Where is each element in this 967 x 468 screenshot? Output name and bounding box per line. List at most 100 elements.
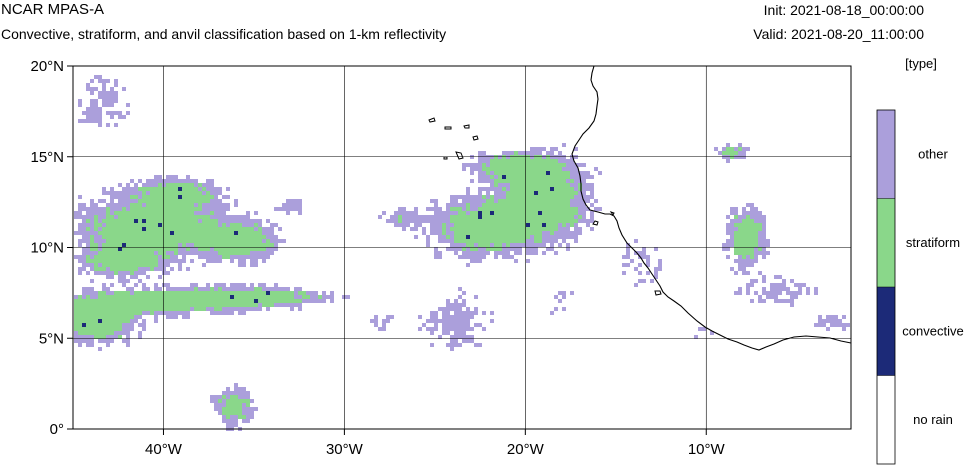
rain-cell bbox=[514, 219, 518, 223]
rain-cell bbox=[730, 267, 734, 271]
rain-cell bbox=[542, 219, 546, 223]
rain-cell bbox=[498, 251, 502, 255]
rain-cell bbox=[230, 231, 234, 235]
rain-cell bbox=[814, 287, 818, 291]
rain-cell bbox=[198, 247, 202, 251]
rain-cell bbox=[574, 239, 578, 243]
rain-cell bbox=[102, 191, 106, 195]
rain-cell bbox=[274, 303, 278, 307]
rain-cell bbox=[94, 263, 98, 267]
rain-cell bbox=[570, 231, 574, 235]
rain-cell bbox=[514, 151, 518, 155]
rain-cell bbox=[202, 295, 206, 299]
rain-cell bbox=[126, 251, 130, 255]
rain-cell bbox=[234, 419, 238, 423]
rain-cell bbox=[206, 195, 210, 199]
rain-cell bbox=[154, 291, 158, 295]
rain-cell bbox=[158, 263, 162, 267]
rain-cell bbox=[178, 259, 182, 263]
rain-cell bbox=[242, 419, 246, 423]
rain-cell bbox=[90, 231, 94, 235]
rain-cell bbox=[450, 335, 454, 339]
rain-cell bbox=[522, 203, 526, 207]
rain-cell bbox=[554, 159, 558, 163]
rain-cell bbox=[506, 167, 510, 171]
rain-cell bbox=[238, 223, 242, 227]
rain-cell bbox=[154, 199, 158, 203]
rain-cell bbox=[290, 295, 294, 299]
rain-cell bbox=[90, 215, 94, 219]
rain-cell bbox=[582, 175, 586, 179]
rain-cell bbox=[262, 247, 266, 251]
rain-cell bbox=[114, 311, 118, 315]
rain-cell bbox=[154, 223, 158, 227]
rain-cell bbox=[82, 263, 86, 267]
rain-cell bbox=[550, 147, 554, 151]
rain-cell bbox=[246, 215, 250, 219]
rain-cell bbox=[566, 247, 570, 251]
rain-cell bbox=[242, 395, 246, 399]
rain-cell bbox=[86, 311, 90, 315]
rain-cell bbox=[538, 223, 542, 227]
rain-cell bbox=[786, 299, 790, 303]
rain-cell bbox=[150, 299, 154, 303]
rain-cell bbox=[562, 239, 566, 243]
rain-cell bbox=[146, 243, 150, 247]
rain-cell bbox=[154, 211, 158, 215]
rain-cell bbox=[542, 163, 546, 167]
rain-cell bbox=[486, 219, 490, 223]
rain-cell bbox=[558, 167, 562, 171]
rain-cell bbox=[282, 303, 286, 307]
valid-time: Valid: 2021-08-20_11:00:00 bbox=[753, 26, 924, 42]
rain-cell bbox=[202, 219, 206, 223]
rain-cell bbox=[102, 331, 106, 335]
rain-cell bbox=[490, 231, 494, 235]
rain-cell bbox=[166, 247, 170, 251]
rain-cell bbox=[170, 291, 174, 295]
rain-cell bbox=[302, 295, 306, 299]
rain-cell bbox=[86, 323, 90, 327]
rain-cell bbox=[222, 219, 226, 223]
rain-cell bbox=[230, 303, 234, 307]
rain-cell bbox=[82, 307, 86, 311]
rain-cell bbox=[178, 239, 182, 243]
rain-cell bbox=[286, 299, 290, 303]
rain-cell bbox=[454, 327, 458, 331]
rain-cell bbox=[206, 231, 210, 235]
rain-cell bbox=[150, 259, 154, 263]
rain-cell bbox=[206, 187, 210, 191]
rain-cell bbox=[622, 255, 626, 259]
rain-cell bbox=[110, 315, 114, 319]
rain-cell bbox=[138, 239, 142, 243]
rain-cell bbox=[110, 103, 114, 107]
rain-cell bbox=[514, 247, 518, 251]
rain-cell bbox=[498, 239, 502, 243]
rain-cell bbox=[570, 167, 574, 171]
rain-cell bbox=[134, 251, 138, 255]
rain-cell bbox=[518, 159, 522, 163]
rain-cell bbox=[486, 215, 490, 219]
rain-cell bbox=[202, 231, 206, 235]
rain-cell bbox=[194, 231, 198, 235]
rain-cell bbox=[158, 303, 162, 307]
rain-cell bbox=[94, 219, 98, 223]
rain-cell bbox=[186, 303, 190, 307]
rain-cell bbox=[102, 323, 106, 327]
rain-cell bbox=[578, 163, 582, 167]
rain-cell bbox=[154, 259, 158, 263]
rain-cell bbox=[126, 211, 130, 215]
rain-cell bbox=[558, 207, 562, 211]
rain-cell bbox=[218, 227, 222, 231]
rain-cell bbox=[450, 347, 454, 351]
rain-cell bbox=[626, 263, 630, 267]
rain-cell bbox=[426, 239, 430, 243]
rain-cell bbox=[474, 231, 478, 235]
rain-cell bbox=[474, 219, 478, 223]
rain-cell bbox=[742, 207, 746, 211]
rain-cell bbox=[490, 199, 494, 203]
rain-cell bbox=[198, 235, 202, 239]
rain-cell bbox=[106, 211, 110, 215]
rain-cell bbox=[650, 279, 654, 283]
rain-cell bbox=[450, 303, 454, 307]
rain-cell bbox=[478, 151, 482, 155]
